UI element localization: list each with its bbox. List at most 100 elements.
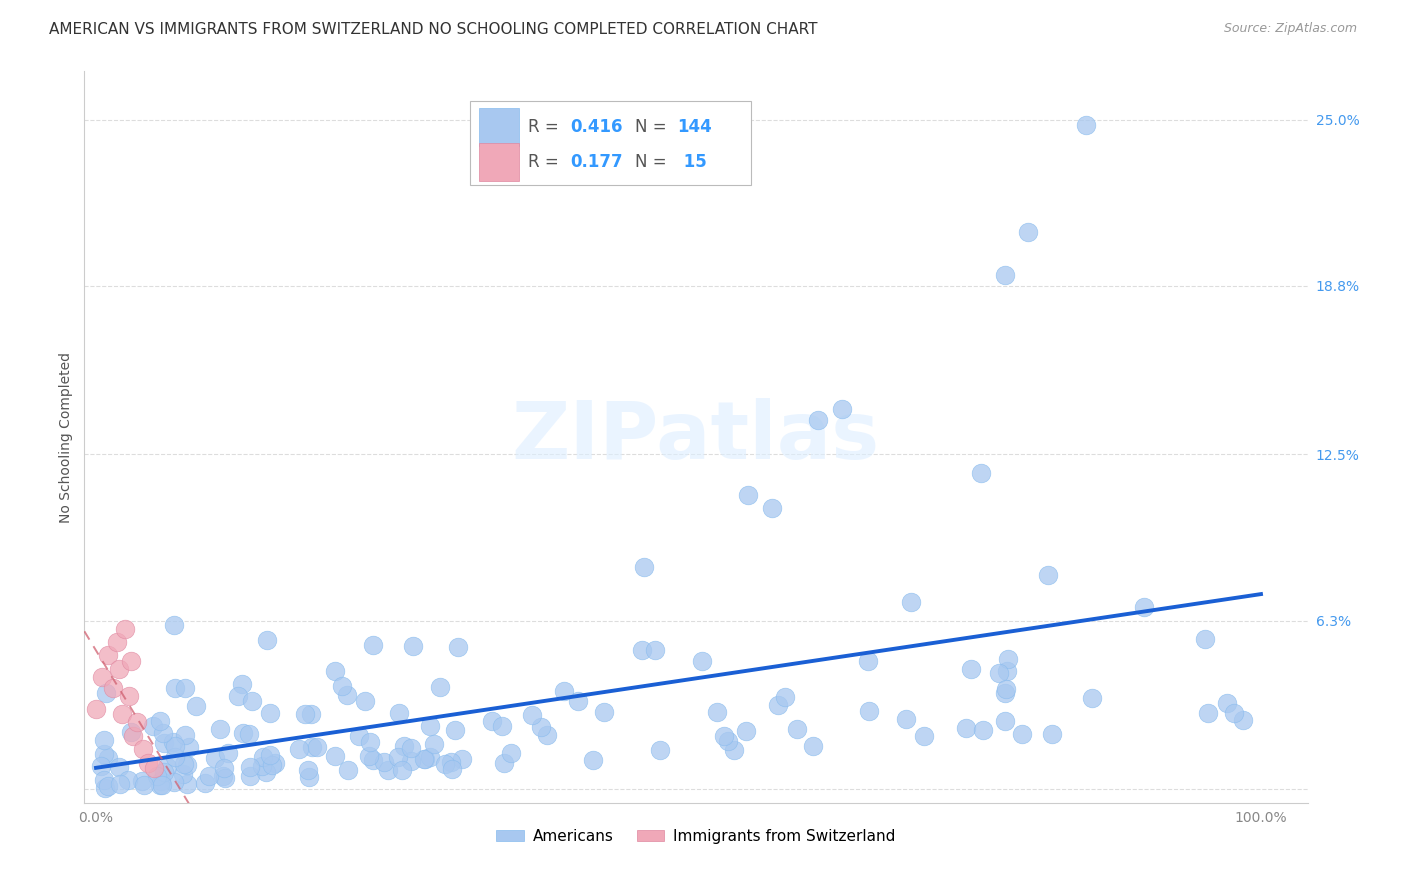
Point [120,654,142,668]
Point [149,714,172,729]
Point [631,642,654,657]
Point [1011,727,1033,741]
Point [336,763,359,777]
Point [176,758,198,772]
Text: N =: N = [636,118,672,136]
Point [786,723,808,737]
Point [156,760,179,774]
Point [1197,706,1219,720]
Point [706,705,728,719]
Text: 144: 144 [678,118,713,136]
Point [713,730,735,744]
Point [212,761,235,775]
Point [807,412,830,426]
Point [401,754,423,768]
Point [97,751,120,765]
Point [174,728,197,742]
Point [90,759,112,773]
Point [994,714,1017,729]
Point [1036,568,1059,582]
Point [90,670,112,684]
Point [238,727,260,741]
Point [553,683,575,698]
Point [131,742,153,756]
Point [419,750,441,764]
Point [142,719,165,733]
Point [250,759,273,773]
Point [297,763,319,777]
Point [110,777,132,791]
Point [522,707,544,722]
Point [105,635,128,649]
Point [184,698,207,713]
Point [391,763,413,777]
Text: Source: ZipAtlas.com: Source: ZipAtlas.com [1223,22,1357,36]
Point [377,763,399,777]
Point [330,679,353,693]
Text: 0.416: 0.416 [569,118,623,136]
Point [955,721,977,735]
Point [163,739,186,753]
Point [690,654,713,668]
Point [239,768,262,782]
Point [1042,727,1064,741]
Point [443,723,465,737]
Point [995,664,1018,678]
Point [97,648,120,663]
Point [1216,696,1239,710]
Point [1223,706,1246,720]
Point [163,750,186,764]
Point [359,749,381,764]
Point [231,677,253,691]
Point [530,720,553,734]
Point [361,754,384,768]
Point [856,654,879,668]
Point [831,401,853,416]
Point [419,719,441,733]
Point [103,681,125,695]
Point [176,777,198,791]
Point [1017,225,1039,239]
Point [501,747,523,761]
Point [259,748,281,763]
Point [536,728,558,742]
Text: 15: 15 [678,153,706,171]
Point [633,560,655,574]
Point [775,690,797,704]
Point [451,752,474,766]
Point [858,705,880,719]
Point [994,268,1017,282]
Point [163,774,186,789]
Point [1133,600,1156,615]
Point [401,741,423,756]
Text: AMERICAN VS IMMIGRANTS FROM SWITZERLAND NO SCHOOLING COMPLETED CORRELATION CHART: AMERICAN VS IMMIGRANTS FROM SWITZERLAND … [49,22,818,37]
FancyBboxPatch shape [479,108,519,146]
Point [94,686,117,700]
Point [900,595,922,609]
FancyBboxPatch shape [470,101,751,185]
Point [723,743,745,757]
Point [149,778,172,792]
Point [254,764,277,779]
Point [766,698,789,712]
Point [122,729,145,743]
Point [440,755,463,769]
Point [761,501,783,516]
Point [970,467,993,481]
Point [208,722,231,736]
Point [111,707,134,722]
Point [117,689,139,703]
Point [1194,632,1216,646]
Point [138,756,160,770]
Point [93,780,115,795]
Point [323,748,346,763]
Point [163,618,186,632]
Point [108,760,131,774]
Point [132,778,155,792]
Point [93,747,115,761]
Point [120,724,142,739]
Point [1080,690,1102,705]
Point [650,743,672,757]
Text: N =: N = [636,153,672,171]
Point [392,739,415,754]
